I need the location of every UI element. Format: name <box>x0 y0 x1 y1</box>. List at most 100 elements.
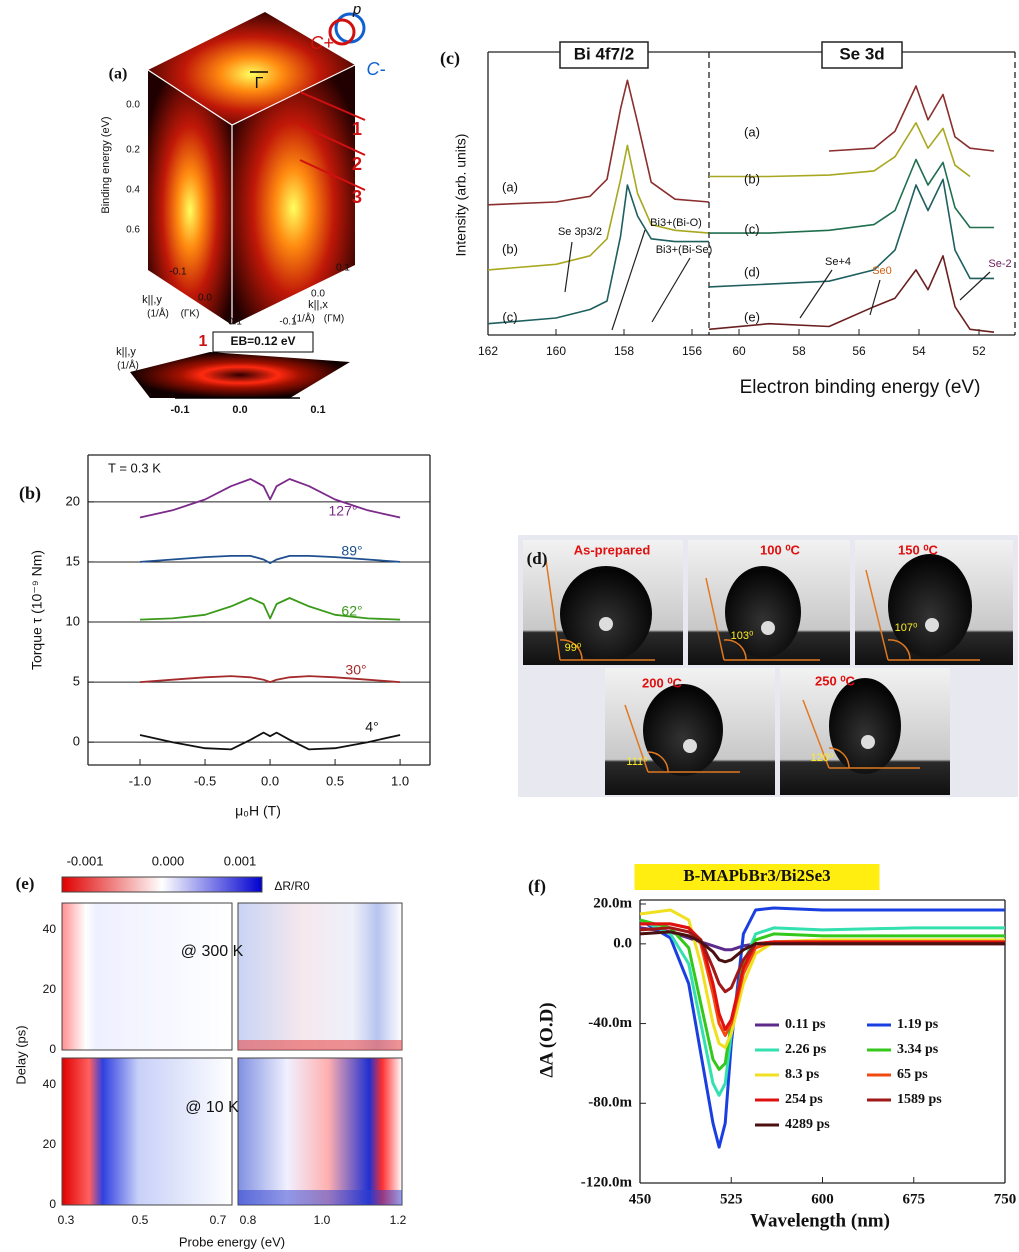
x-tick-label: 1.0 <box>391 773 409 788</box>
panel-text: 0.0 <box>311 289 325 300</box>
panel-text: 0.001 <box>224 853 257 868</box>
heatmap <box>237 1057 403 1206</box>
polarization <box>328 18 356 46</box>
x-tick-label: 600 <box>811 1191 834 1207</box>
droplet <box>643 684 723 776</box>
y-tick-label: 15 <box>66 553 80 568</box>
annotation: Bi3+(Bi-Se) <box>656 244 713 256</box>
series-line <box>640 922 1005 1031</box>
annotation-arrow <box>651 257 691 323</box>
panel-label: (f) <box>528 876 546 897</box>
x-tick-label: 56 <box>852 344 866 358</box>
panel-text: 0.3 <box>58 1213 75 1227</box>
colorbar <box>61 876 263 893</box>
series-label: (c) <box>502 309 517 324</box>
panel-text: 40 <box>43 922 57 936</box>
series-line <box>639 906 1005 1149</box>
arpes-cube <box>130 12 366 399</box>
series-label: (a) <box>744 124 760 139</box>
series-line <box>828 85 995 152</box>
panel-text: 0 <box>49 1042 56 1056</box>
y-tick-label: -80.0m <box>588 1095 632 1111</box>
x-tick-label: 156 <box>682 344 702 358</box>
cube-face <box>148 70 232 325</box>
x-tick-label: 160 <box>546 344 566 358</box>
y-tick-label: -120.0m <box>581 1174 633 1190</box>
series-line <box>709 158 994 234</box>
heatmap <box>237 902 403 1051</box>
x-tick-label: 162 <box>478 344 498 358</box>
series-label: (a) <box>502 179 518 194</box>
x-tick-label: 675 <box>903 1191 926 1207</box>
heatmaps <box>61 876 403 1206</box>
panel-text: 100 ⁰C <box>760 542 801 557</box>
cut-line <box>299 124 366 156</box>
panel-text: -0.001 <box>67 853 104 868</box>
series-label: 4° <box>365 719 378 735</box>
series-line <box>708 255 995 333</box>
annotation: Se0 <box>872 265 892 277</box>
annotation: Se-2 <box>988 258 1011 270</box>
panel-text: 150 ⁰C <box>898 542 939 557</box>
droplet <box>829 678 901 774</box>
contact-angle-photos <box>518 535 1018 797</box>
series-line <box>639 918 1005 1097</box>
panel-text: 0.2 <box>126 145 140 156</box>
series-line <box>709 122 971 178</box>
panel-text: 0.1 <box>336 263 350 274</box>
y-tick-label: 10 <box>66 613 80 628</box>
annotation-arrow <box>959 271 991 301</box>
panel-text: 107⁰ <box>895 622 918 634</box>
panel-text: 0.6 <box>126 225 140 236</box>
series-label: (d) <box>744 264 760 279</box>
cut-line <box>299 159 366 191</box>
panel-text: (ΓM) <box>324 314 345 325</box>
series-line <box>139 597 401 621</box>
annotation: Se+4 <box>825 256 851 268</box>
droplet <box>560 566 652 662</box>
panel-text: 0.7 <box>210 1213 227 1227</box>
annotation-arrow <box>611 229 646 331</box>
title-box <box>821 41 903 69</box>
annotation-arrow <box>869 279 881 316</box>
energy-slice <box>130 352 350 398</box>
x-tick-label: 58 <box>792 344 806 358</box>
x-axis-title: Wavelength (nm) <box>750 1210 890 1231</box>
panel-text: 2 <box>352 154 362 174</box>
series-label: (c) <box>744 221 759 236</box>
panel-text: Binding energy (eV) <box>100 116 112 213</box>
series-label: 30° <box>345 662 366 678</box>
series-label: 127° <box>329 503 358 519</box>
panel-text: 103⁰ <box>731 630 754 642</box>
y-tick-label: 0.0 <box>613 935 632 951</box>
chart-title: Bi 4f7/2 <box>574 44 634 63</box>
annotation-arrow <box>799 269 833 319</box>
angle-lines <box>545 559 980 773</box>
reflection <box>683 739 697 753</box>
panel-text: (ΓK) <box>181 309 200 320</box>
title-box <box>634 864 880 890</box>
annotation: Bi3+(Bi-O) <box>650 217 702 229</box>
panel-text: 1 <box>199 333 208 350</box>
panel-text: 111⁰ <box>626 756 648 768</box>
title-box <box>559 41 649 69</box>
chart-title: B-MAPbBr3/Bi2Se3 <box>683 866 830 885</box>
panel-text: -0.1 <box>279 317 297 328</box>
panel-text: 0.0 <box>126 100 140 111</box>
series-line <box>487 144 710 271</box>
panel-text: C- <box>367 59 386 79</box>
panel-text: -0.1 <box>171 404 190 416</box>
chart-title: Se 3d <box>839 44 884 63</box>
reflection <box>925 618 939 632</box>
x-axis-title: Electron binding energy (eV) <box>740 377 981 398</box>
x-tick-label: 60 <box>732 344 746 358</box>
series-line <box>487 184 709 325</box>
annotation-arrow <box>564 241 573 293</box>
droplet <box>725 566 801 658</box>
panel-label: (c) <box>440 48 460 69</box>
annotation: Se 3p3/2 <box>558 226 602 238</box>
panel-text: k||,y <box>142 294 162 306</box>
x-tick-label: -0.5 <box>194 773 216 788</box>
panel-text: @ 300 K <box>181 943 244 960</box>
